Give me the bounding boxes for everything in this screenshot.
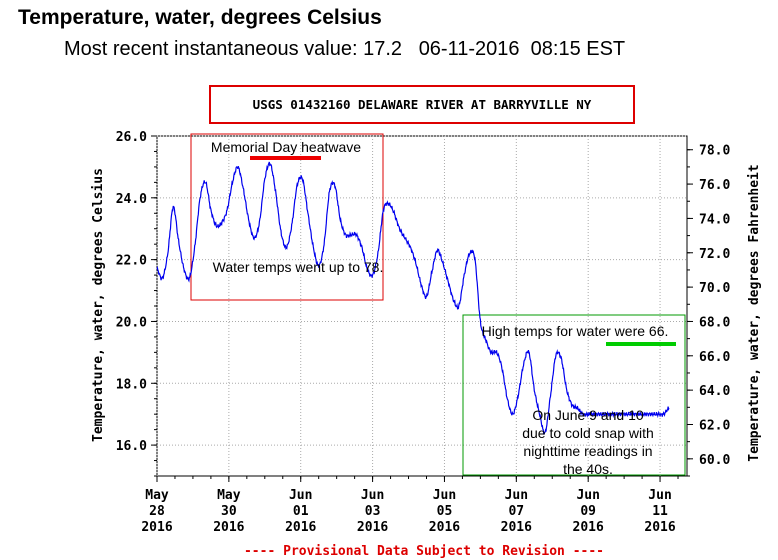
recent-date: 06-11-2016 [418, 38, 520, 60]
x-tick-label-year: 2016 [141, 520, 172, 535]
recent-time: 08:15 EST [530, 38, 626, 60]
x-tick-label-month: May [145, 488, 169, 503]
y2-tick-label: 66.0 [699, 350, 730, 365]
y2-axis-label: Temperature, water, degrees Fahrenheit [747, 164, 762, 461]
y-tick-label: 24.0 [116, 192, 147, 207]
x-tick-label-day: 03 [365, 504, 381, 519]
memorial-title: Memorial Day heatwave [211, 139, 361, 155]
y2-tick-label: 64.0 [699, 384, 730, 399]
grid [156, 135, 687, 476]
y-axis-label: Temperature, water, degrees Celsius [91, 168, 106, 442]
x-tick-label-year: 2016 [357, 520, 388, 535]
provisional-note: ---- Provisional Data Subject to Revisio… [244, 544, 604, 559]
x-tick-label-month: Jun [576, 488, 599, 503]
x-tick-label-day: 11 [652, 504, 668, 519]
x-tick-label-month: Jun [361, 488, 384, 503]
y-tick-label: 20.0 [116, 315, 147, 330]
y2-tick-label: 68.0 [699, 315, 730, 330]
y2-tick-label: 72.0 [699, 247, 730, 262]
x-tick-label-year: 2016 [285, 520, 316, 535]
y-tick-label: 16.0 [116, 439, 147, 454]
axis-ticks: 26.0 24.0 22.0 20.0 18.0 16.0 78.0 76.0 74.0 72.0… [116, 130, 731, 535]
cold-text-line-2: due to cold snap with [522, 425, 654, 441]
x-tick-label-year: 2016 [573, 520, 604, 535]
cold-text-line-3: nighttime readings in [523, 443, 652, 459]
x-tick-label-month: Jun [648, 488, 671, 503]
page-title: Temperature, water, degrees Celsius [18, 6, 382, 29]
memorial-text: Water temps went up to 78. [213, 259, 384, 275]
x-tick-label-day: 30 [221, 504, 237, 519]
y2-tick-label: 62.0 [699, 418, 730, 433]
x-tick-label-day: 05 [437, 504, 453, 519]
y2-tick-label: 76.0 [699, 178, 730, 193]
y-tick-label: 18.0 [116, 377, 147, 392]
x-tick-label-month: Jun [433, 488, 456, 503]
y2-tick-label: 70.0 [699, 281, 730, 296]
x-tick-label-day: 28 [149, 504, 165, 519]
memorial-box [190, 133, 384, 301]
series-line [156, 161, 670, 435]
y2-tick-label: 78.0 [699, 144, 730, 159]
x-tick-label-day: 07 [508, 504, 524, 519]
x-tick-label-year: 2016 [501, 520, 532, 535]
x-tick-label-year: 2016 [644, 520, 675, 535]
x-tick-label-year: 2016 [429, 520, 460, 535]
chart-title: USGS 01432160 DELAWARE RIVER AT BARRYVIL… [253, 97, 592, 112]
x-tick-label-month: Jun [505, 488, 528, 503]
recent-value: 17.2 [363, 38, 403, 60]
x-tick-label-day: 01 [293, 504, 309, 519]
cold-text-line-4: the 40s. [563, 461, 613, 477]
recent-label: Most recent instantaneous value: [64, 38, 358, 60]
recent-value-line: Most recent instantaneous value: 17.2 06… [64, 38, 625, 61]
y2-tick-label: 74.0 [699, 212, 730, 227]
y-tick-label: 22.0 [116, 254, 147, 269]
cold-text-line-1: On June 9 and 10 [532, 407, 644, 423]
cold-snap-box [462, 314, 686, 476]
x-tick-label-day: 09 [580, 504, 596, 519]
x-tick-label-year: 2016 [213, 520, 244, 535]
x-tick-label-month: Jun [289, 488, 312, 503]
chart-title-box [209, 85, 635, 124]
y2-tick-label: 60.0 [699, 453, 730, 468]
y-tick-label: 26.0 [116, 130, 147, 145]
high-temps-title: High temps for water were 66. [482, 323, 669, 339]
x-tick-label-month: May [217, 488, 241, 503]
